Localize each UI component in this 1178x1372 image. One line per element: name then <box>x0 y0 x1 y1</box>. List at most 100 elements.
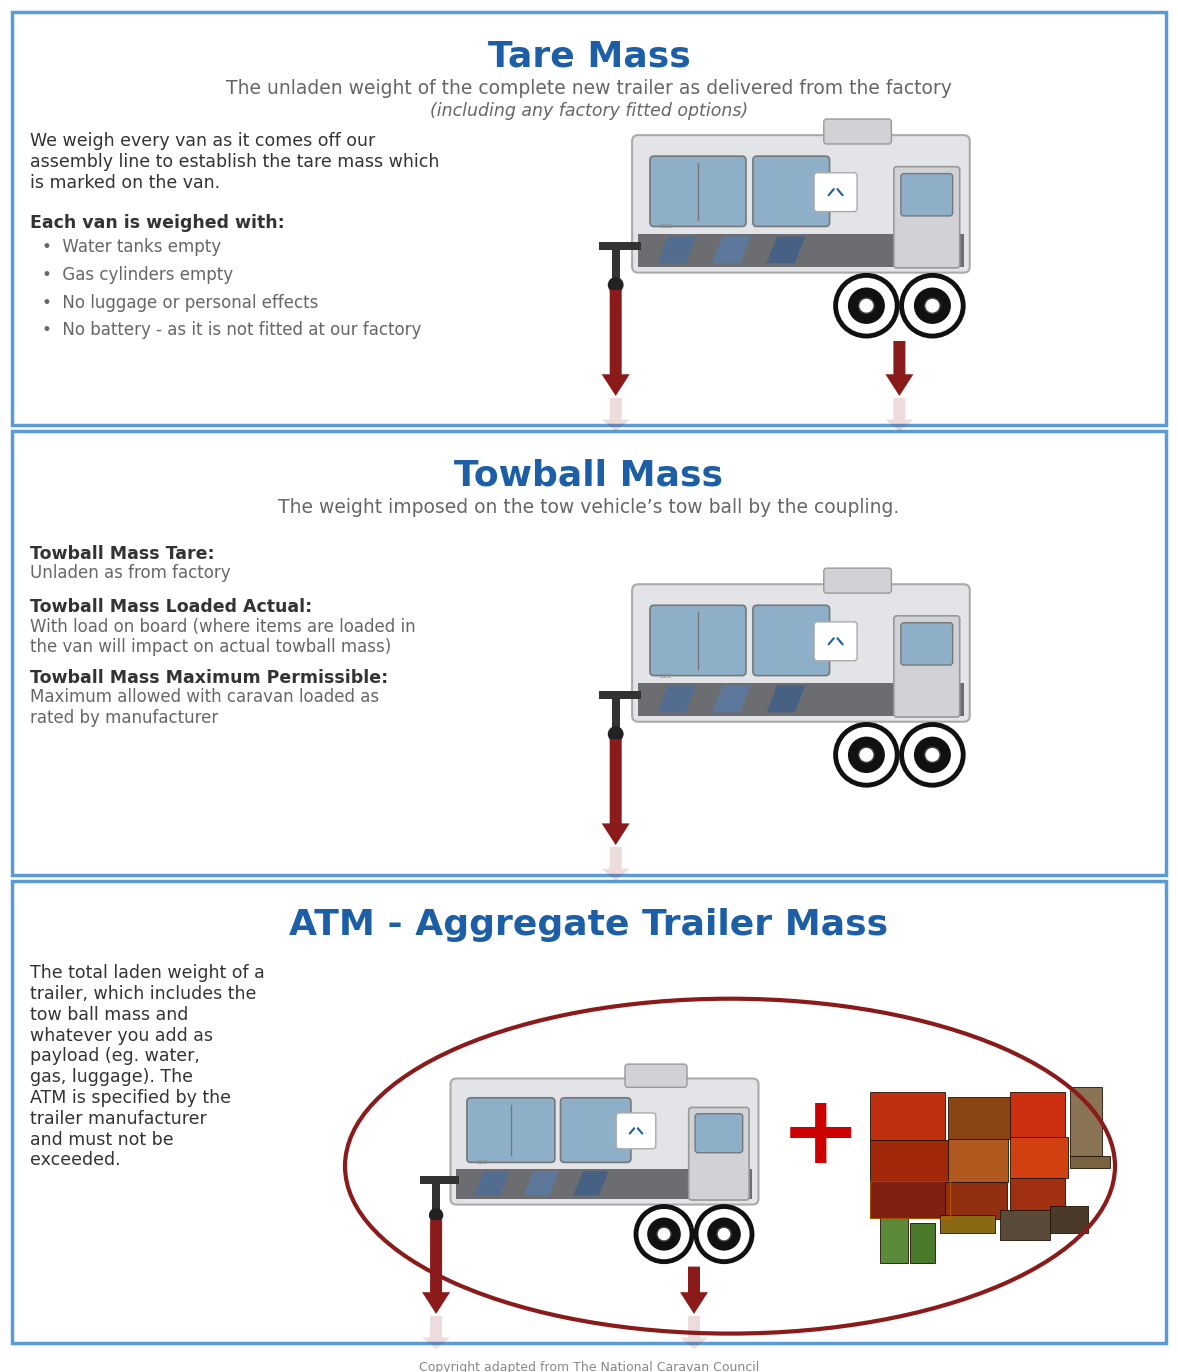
Circle shape <box>608 726 623 742</box>
Text: Unladen as from factory: Unladen as from factory <box>29 564 231 582</box>
Bar <box>945 1181 1007 1220</box>
Text: The unladen weight of the complete new trailer as delivered from the factory: The unladen weight of the complete new t… <box>226 78 952 97</box>
Circle shape <box>835 724 898 785</box>
Bar <box>598 690 641 700</box>
Polygon shape <box>574 1172 609 1195</box>
Bar <box>1050 1206 1088 1233</box>
FancyBboxPatch shape <box>814 173 858 211</box>
FancyBboxPatch shape <box>466 1098 555 1162</box>
Polygon shape <box>422 1220 450 1314</box>
Text: Tare Mass: Tare Mass <box>488 40 690 73</box>
Bar <box>940 1216 995 1233</box>
Polygon shape <box>767 686 806 712</box>
FancyBboxPatch shape <box>12 12 1166 425</box>
Text: •  No battery - as it is not fitted at our factory: • No battery - as it is not fitted at ou… <box>42 321 422 339</box>
Text: ZZZ: ZZZ <box>660 674 673 679</box>
Circle shape <box>848 737 885 772</box>
Bar <box>432 1184 439 1211</box>
FancyBboxPatch shape <box>12 431 1166 874</box>
Bar <box>1070 1088 1101 1157</box>
Polygon shape <box>474 1172 509 1195</box>
Ellipse shape <box>899 307 966 318</box>
Bar <box>880 1218 908 1262</box>
Polygon shape <box>886 342 913 397</box>
Circle shape <box>608 277 623 292</box>
FancyBboxPatch shape <box>616 1113 656 1148</box>
Circle shape <box>901 724 964 785</box>
FancyBboxPatch shape <box>894 166 960 268</box>
Text: •  No luggage or personal effects: • No luggage or personal effects <box>42 294 318 311</box>
FancyBboxPatch shape <box>753 605 829 675</box>
FancyBboxPatch shape <box>450 1078 759 1205</box>
Circle shape <box>717 1227 732 1242</box>
Bar <box>1010 1136 1068 1179</box>
Bar <box>638 683 964 716</box>
Circle shape <box>859 748 874 763</box>
Bar <box>638 233 964 266</box>
Text: •  Gas cylinders empty: • Gas cylinders empty <box>42 266 233 284</box>
Polygon shape <box>602 289 630 397</box>
Circle shape <box>429 1209 443 1222</box>
Text: Copyright adapted from The National Caravan Council: Copyright adapted from The National Cara… <box>419 1361 759 1372</box>
Bar <box>1010 1179 1065 1216</box>
Circle shape <box>859 298 874 313</box>
FancyBboxPatch shape <box>561 1098 631 1162</box>
Text: Maximum allowed with caravan loaded as
rated by manufacturer: Maximum allowed with caravan loaded as r… <box>29 689 379 727</box>
Polygon shape <box>524 1172 558 1195</box>
Text: (including any factory fitted options): (including any factory fitted options) <box>430 103 748 121</box>
Polygon shape <box>767 236 806 263</box>
Circle shape <box>848 288 885 324</box>
Polygon shape <box>657 686 696 712</box>
FancyBboxPatch shape <box>823 119 892 144</box>
FancyBboxPatch shape <box>12 881 1166 1343</box>
Bar <box>611 700 620 730</box>
Bar <box>598 241 641 250</box>
Text: ZZZ: ZZZ <box>476 1159 488 1165</box>
Text: We weigh every van as it comes off our
assembly line to establish the tare mass : We weigh every van as it comes off our a… <box>29 132 439 192</box>
Circle shape <box>914 288 951 324</box>
FancyBboxPatch shape <box>689 1107 749 1200</box>
Text: Towball Mass Loaded Actual:: Towball Mass Loaded Actual: <box>29 598 312 616</box>
Bar <box>421 1176 459 1184</box>
Ellipse shape <box>833 307 900 318</box>
FancyBboxPatch shape <box>901 174 953 215</box>
Polygon shape <box>680 1316 708 1349</box>
FancyBboxPatch shape <box>695 1114 742 1152</box>
FancyBboxPatch shape <box>894 616 960 718</box>
Bar <box>611 250 620 281</box>
Ellipse shape <box>899 756 966 767</box>
Polygon shape <box>712 236 750 263</box>
Circle shape <box>647 1217 681 1251</box>
Circle shape <box>914 737 951 772</box>
Circle shape <box>636 1206 691 1262</box>
Polygon shape <box>602 740 630 845</box>
Bar <box>871 1140 948 1181</box>
Circle shape <box>835 276 898 336</box>
FancyBboxPatch shape <box>753 156 829 226</box>
Text: Each van is weighed with:: Each van is weighed with: <box>29 214 285 232</box>
FancyBboxPatch shape <box>650 156 746 226</box>
Ellipse shape <box>693 1236 755 1246</box>
Polygon shape <box>657 236 696 263</box>
Text: +: + <box>780 1091 861 1183</box>
Bar <box>1000 1210 1050 1240</box>
FancyBboxPatch shape <box>626 1065 687 1088</box>
Polygon shape <box>422 1316 450 1349</box>
Polygon shape <box>886 398 913 431</box>
Bar <box>871 1092 945 1140</box>
FancyBboxPatch shape <box>814 622 858 661</box>
Bar <box>457 1169 753 1199</box>
Polygon shape <box>680 1266 708 1314</box>
FancyBboxPatch shape <box>633 584 969 722</box>
Text: Towball Mass Maximum Permissible:: Towball Mass Maximum Permissible: <box>29 668 389 687</box>
Text: The weight imposed on the tow vehicle’s tow ball by the coupling.: The weight imposed on the tow vehicle’s … <box>278 498 900 517</box>
Text: ZZZ: ZZZ <box>660 225 673 229</box>
Bar <box>948 1098 1013 1139</box>
FancyBboxPatch shape <box>650 605 746 675</box>
Polygon shape <box>602 398 630 431</box>
Circle shape <box>657 1227 671 1242</box>
Ellipse shape <box>833 756 900 767</box>
Bar <box>871 1181 949 1218</box>
Text: Towball Mass: Towball Mass <box>455 460 723 493</box>
Text: •  Water tanks empty: • Water tanks empty <box>42 239 221 257</box>
